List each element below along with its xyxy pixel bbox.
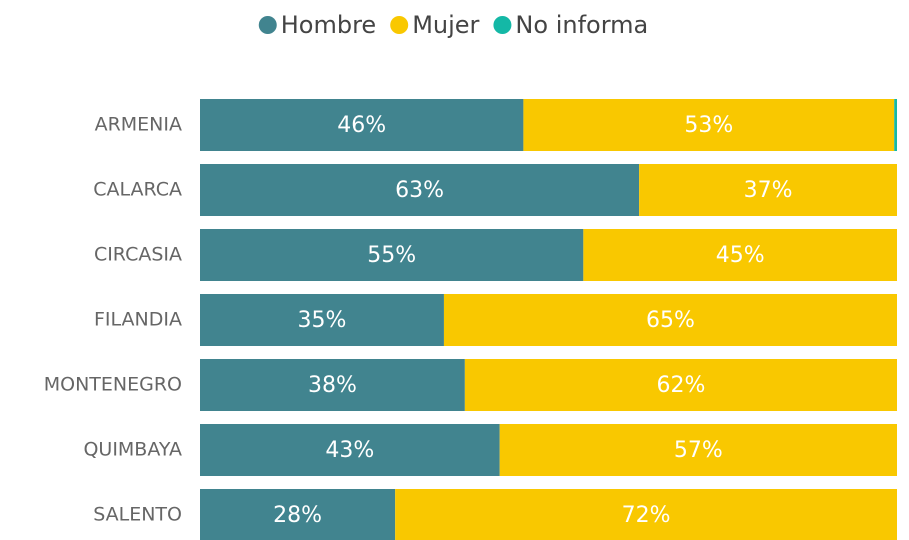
legend-marker bbox=[258, 16, 277, 34]
data-label: 62% bbox=[656, 373, 705, 398]
legend-label: No informa bbox=[515, 11, 648, 39]
bar-segment bbox=[200, 99, 524, 151]
bar-segment bbox=[583, 229, 897, 281]
category-label: QUIMBAYA bbox=[83, 439, 182, 461]
data-label: 37% bbox=[744, 178, 793, 203]
data-label: 28% bbox=[273, 503, 322, 528]
data-label: 72% bbox=[622, 503, 671, 528]
bar-segment bbox=[200, 229, 584, 281]
category-label: CALARCA bbox=[93, 179, 182, 201]
bar-segment bbox=[464, 359, 897, 411]
data-label: 63% bbox=[395, 178, 444, 203]
data-label: 45% bbox=[716, 243, 765, 268]
bar-segment bbox=[443, 294, 897, 346]
bar-segment bbox=[200, 359, 465, 411]
bar-segment bbox=[639, 164, 897, 216]
category-label: ARMENIA bbox=[95, 114, 182, 136]
bar-segment bbox=[200, 294, 444, 346]
bar-segment bbox=[523, 99, 895, 151]
data-label: 65% bbox=[646, 308, 695, 333]
bar-segment bbox=[200, 489, 396, 540]
data-label: 38% bbox=[308, 373, 357, 398]
legend-marker bbox=[390, 16, 409, 34]
data-label: 55% bbox=[367, 243, 416, 268]
bar-segment bbox=[894, 99, 897, 151]
data-label: 53% bbox=[684, 113, 733, 138]
legend-marker bbox=[493, 16, 512, 34]
data-label: 46% bbox=[337, 113, 386, 138]
category-label: FILANDIA bbox=[94, 309, 182, 331]
data-label: 35% bbox=[298, 308, 347, 333]
category-label: SALENTO bbox=[93, 504, 182, 526]
bar-segment bbox=[395, 489, 897, 540]
data-label: 43% bbox=[325, 438, 374, 463]
legend-label: Mujer bbox=[412, 11, 479, 39]
legend-label: Hombre bbox=[281, 11, 376, 39]
bar-segment bbox=[200, 164, 640, 216]
category-label: MONTENEGRO bbox=[44, 374, 182, 396]
category-label: CIRCASIA bbox=[94, 244, 182, 266]
data-label: 57% bbox=[674, 438, 723, 463]
bar-segment bbox=[200, 424, 500, 476]
bar-segment bbox=[499, 424, 897, 476]
